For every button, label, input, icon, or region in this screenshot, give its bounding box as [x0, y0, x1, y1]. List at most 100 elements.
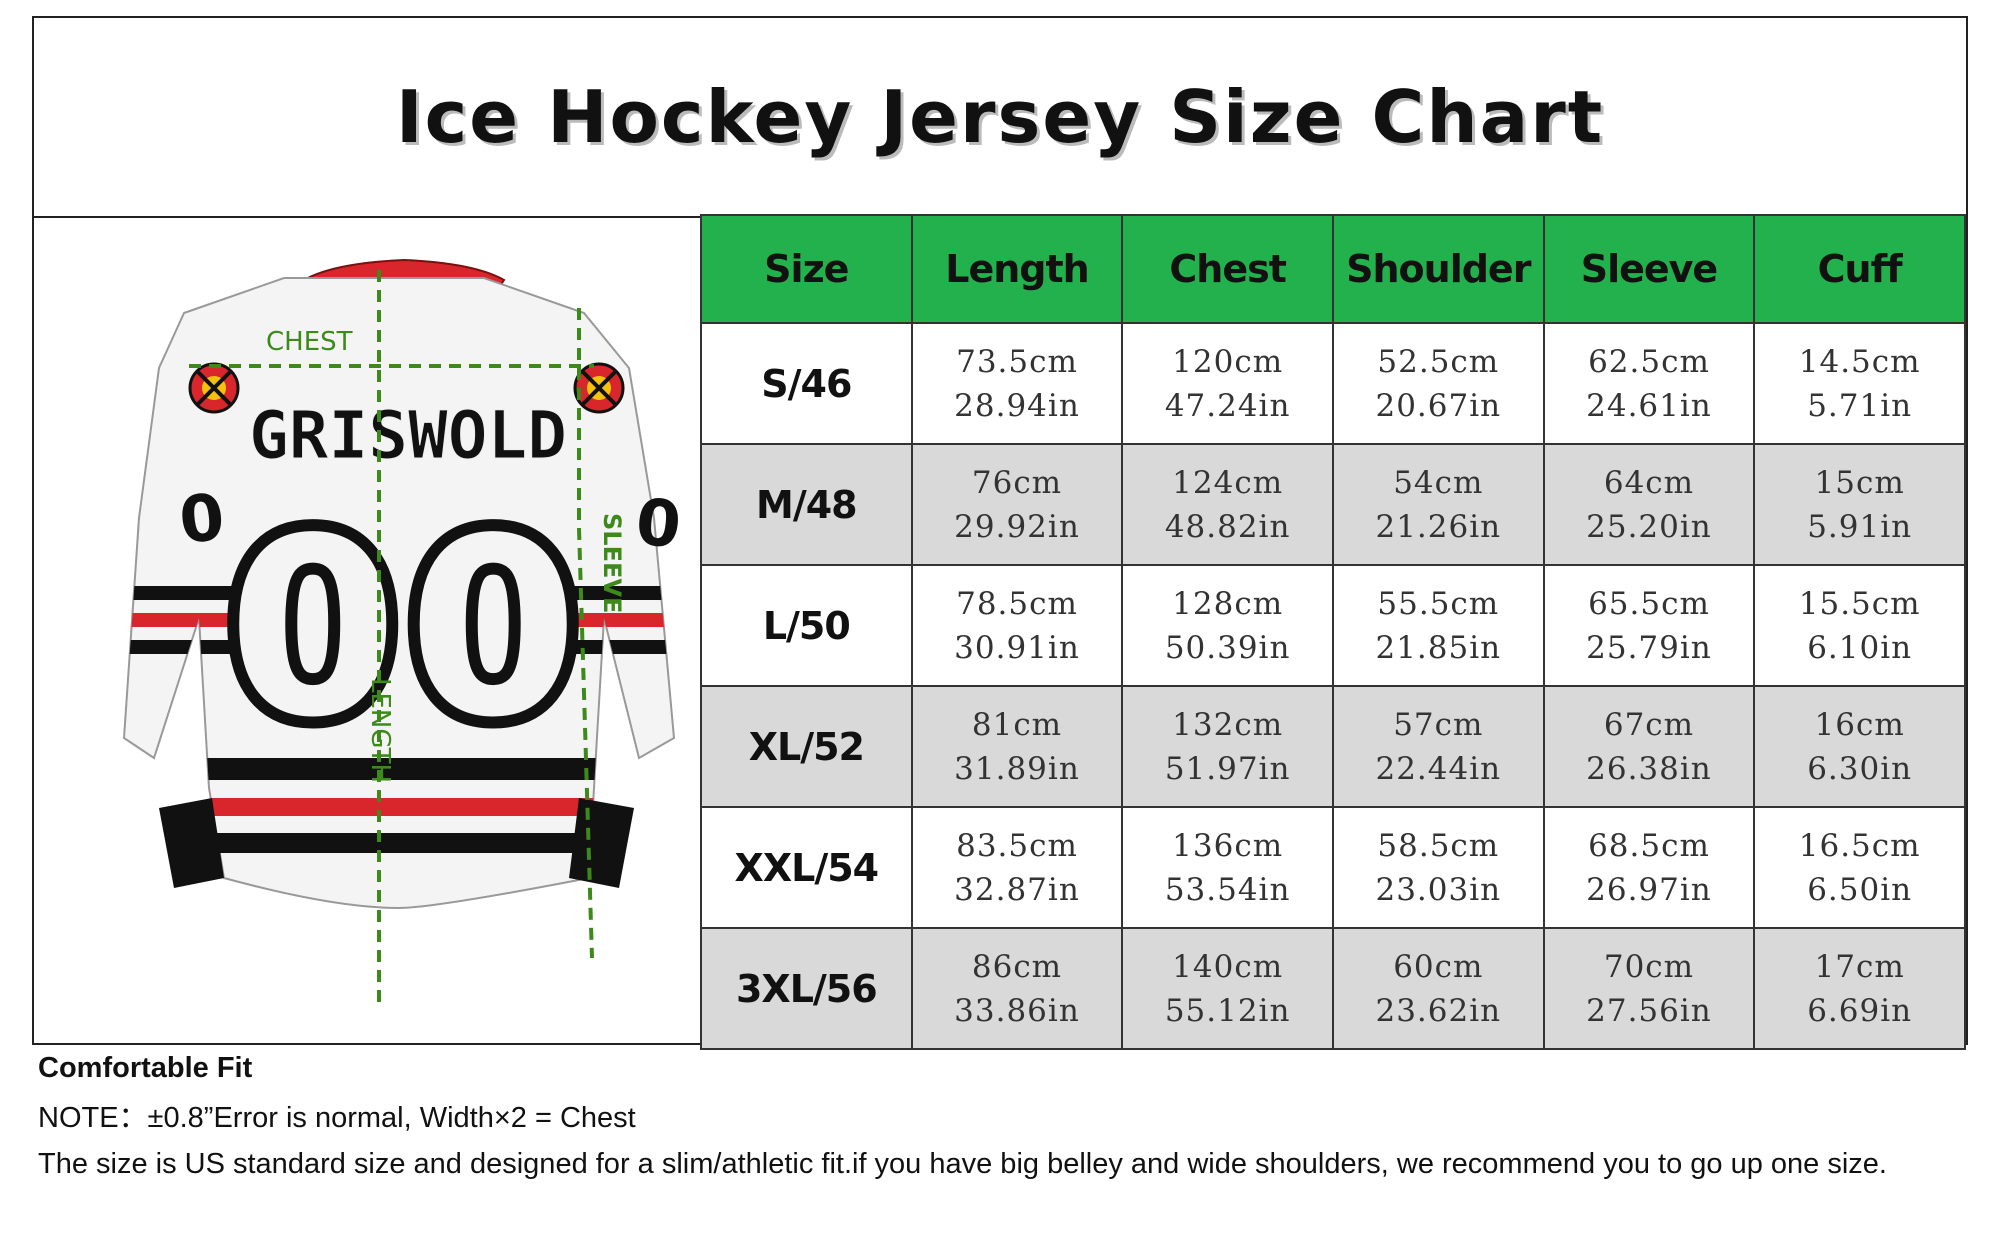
inch-value: 32.87in: [954, 871, 1080, 908]
measurement-cell: 55.5cm 21.85in: [1331, 564, 1545, 687]
measurement-cell: 70cm 27.56in: [1542, 927, 1756, 1050]
inch-value: 53.54in: [1164, 871, 1291, 908]
header-shoulder: Shoulder: [1331, 214, 1545, 324]
jersey-right-cuff: [569, 798, 634, 888]
header-sleeve: Sleeve: [1542, 214, 1756, 324]
size-label-cell: XXL/54: [700, 806, 913, 929]
inch-value: 6.10in: [1807, 629, 1913, 666]
cm-value: 124cm: [1172, 464, 1284, 501]
inch-value: 21.85in: [1375, 629, 1502, 666]
chest-measure-label: CHEST: [266, 327, 353, 357]
error-note: NOTE：±0.8”Error is normal, Width×2 = Che…: [38, 1102, 636, 1134]
jersey-illustration: 0 0 GRISWOLD 00 CHEST SLEEVE LENGTH: [122, 258, 684, 1008]
measurement-cell: 58.5cm 23.03in: [1331, 806, 1545, 929]
size-table-header-row: Size Length Chest Shoulder Sleeve Cuff: [700, 214, 1966, 324]
jersey-left-cuff: [159, 798, 224, 888]
inch-value: 6.50in: [1807, 871, 1913, 908]
inch-value: 26.38in: [1586, 750, 1712, 787]
measurement-cell: 52.5cm 20.67in: [1331, 322, 1545, 445]
measurement-cell: 81cm 31.89in: [910, 685, 1124, 808]
table-row: M/48 76cm 29.92in 124cm 48.82in 54cm 21.26in 64…: [700, 443, 1966, 566]
jersey-illustration-area: 0 0 GRISWOLD 00 CHEST SLEEVE LENGTH: [34, 218, 702, 1045]
table-row: L/50 78.5cm 30.91in 128cm 50.39in 55.5cm 21.85…: [700, 564, 1966, 687]
right-shoulder-logo: [573, 362, 625, 414]
cm-value: 17cm: [1814, 948, 1905, 985]
measurement-cell: 120cm 47.24in: [1121, 322, 1334, 445]
cm-value: 14.5cm: [1798, 343, 1921, 380]
measurement-cell: 76cm 29.92in: [910, 443, 1124, 566]
cm-value: 58.5cm: [1377, 827, 1500, 864]
cm-value: 67cm: [1603, 706, 1695, 743]
table-row: XXL/54 83.5cm 32.87in 136cm 53.54in 58.5cm 23.…: [700, 806, 1966, 929]
inch-value: 55.12in: [1164, 992, 1291, 1029]
measurement-cell: 132cm 51.97in: [1121, 685, 1334, 808]
length-measure-label: LENGTH: [365, 678, 395, 783]
cm-value: 83.5cm: [956, 827, 1078, 864]
fit-type: Comfortable Fit: [38, 1052, 253, 1084]
cm-value: 140cm: [1172, 948, 1284, 985]
cm-value: 16cm: [1814, 706, 1905, 743]
cm-value: 78.5cm: [956, 585, 1078, 622]
cm-value: 120cm: [1172, 343, 1284, 380]
cm-value: 70cm: [1603, 948, 1695, 985]
cm-value: 54cm: [1393, 464, 1484, 501]
inch-value: 21.26in: [1375, 508, 1502, 545]
measurement-cell: 54cm 21.26in: [1331, 443, 1545, 566]
inch-value: 30.91in: [954, 629, 1080, 666]
header-length: Length: [910, 214, 1124, 324]
measurement-cell: 140cm 55.12in: [1121, 927, 1334, 1050]
inch-value: 25.20in: [1586, 508, 1712, 545]
inch-value: 33.86in: [954, 992, 1080, 1029]
header-chest: Chest: [1121, 214, 1334, 324]
size-label-cell: L/50: [700, 564, 913, 687]
measurement-cell: 57cm 22.44in: [1331, 685, 1545, 808]
cm-value: 62.5cm: [1588, 343, 1710, 380]
measurement-cell: 124cm 48.82in: [1121, 443, 1334, 566]
notes-section: Comfortable Fit NOTE：±0.8”Error is norma…: [38, 1052, 1938, 1187]
cm-value: 73.5cm: [956, 343, 1078, 380]
inch-value: 47.24in: [1164, 387, 1291, 424]
cm-value: 128cm: [1172, 585, 1284, 622]
measurement-cell: 16cm 6.30in: [1753, 685, 1966, 808]
size-label-cell: XL/52: [700, 685, 913, 808]
measurement-cell: 14.5cm 5.71in: [1753, 322, 1966, 445]
inch-value: 27.56in: [1586, 992, 1712, 1029]
left-shoulder-logo: [188, 362, 240, 414]
inch-value: 20.67in: [1375, 387, 1502, 424]
measurement-cell: 86cm 33.86in: [910, 927, 1124, 1050]
cm-value: 15cm: [1814, 464, 1905, 501]
measurement-cell: 15.5cm 6.10in: [1753, 564, 1966, 687]
inch-value: 24.61in: [1586, 387, 1712, 424]
cm-value: 65.5cm: [1588, 585, 1710, 622]
inch-value: 5.91in: [1807, 508, 1913, 545]
inch-value: 6.30in: [1807, 750, 1913, 787]
measurement-cell: 68.5cm 26.97in: [1542, 806, 1756, 929]
cm-value: 68.5cm: [1588, 827, 1710, 864]
jersey-stripes: [124, 586, 674, 853]
chart-title: Ice Hockey Jersey Size Chart: [395, 75, 1605, 159]
right-sleeve-number: 0: [632, 485, 684, 563]
measurement-cell: 62.5cm 24.61in: [1542, 322, 1756, 445]
size-table-body: S/46 73.5cm 28.94in 120cm 47.24in 52.5cm 20.67…: [700, 322, 1966, 1050]
measurement-cell: 128cm 50.39in: [1121, 564, 1334, 687]
left-sleeve-number: 0: [176, 481, 228, 559]
cm-value: 57cm: [1393, 706, 1484, 743]
inch-value: 29.92in: [954, 508, 1080, 545]
inch-value: 31.89in: [954, 750, 1080, 787]
inch-value: 26.97in: [1586, 871, 1712, 908]
measurement-cell: 83.5cm 32.87in: [910, 806, 1124, 929]
size-label-cell: 3XL/56: [700, 927, 913, 1050]
cm-value: 132cm: [1172, 706, 1284, 743]
measurement-cell: 64cm 25.20in: [1542, 443, 1756, 566]
sleeve-measure-label: SLEEVE: [598, 513, 626, 613]
measurement-cell: 78.5cm 30.91in: [910, 564, 1124, 687]
inch-value: 48.82in: [1164, 508, 1291, 545]
measurement-cell: 136cm 53.54in: [1121, 806, 1334, 929]
inch-value: 25.79in: [1586, 629, 1712, 666]
cm-value: 81cm: [971, 706, 1063, 743]
cm-value: 60cm: [1393, 948, 1484, 985]
title-band: Ice Hockey Jersey Size Chart: [34, 18, 1966, 218]
size-label-cell: S/46: [700, 322, 913, 445]
cm-value: 16.5cm: [1798, 827, 1921, 864]
inch-value: 23.62in: [1375, 992, 1502, 1029]
